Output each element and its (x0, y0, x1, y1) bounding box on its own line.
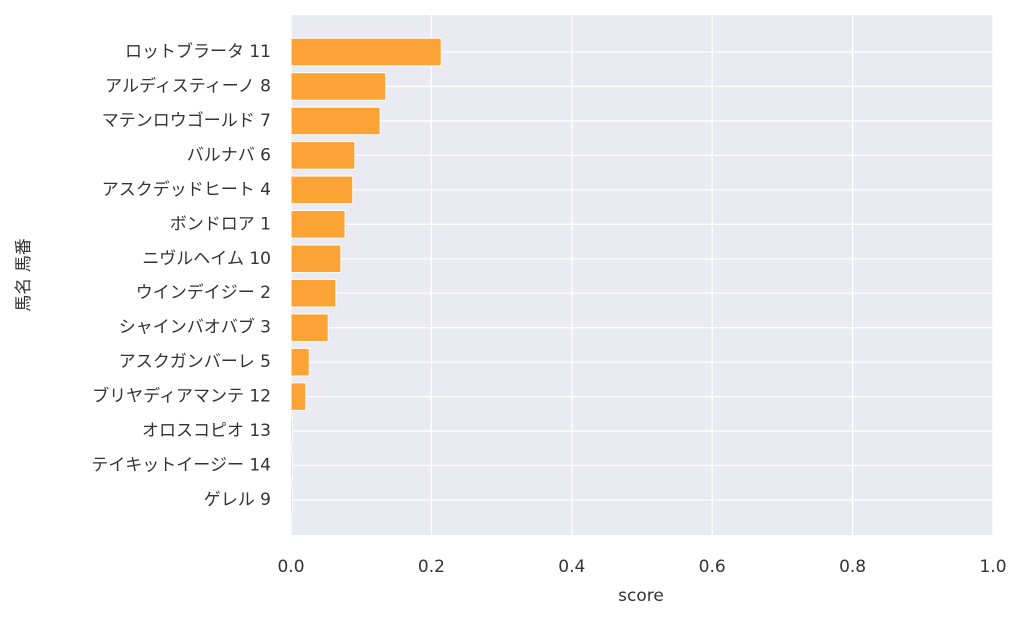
y-tick-label: オロスコピオ 13 (142, 421, 271, 441)
x-axis-label: score (618, 586, 664, 606)
x-tick-label: 0.4 (558, 557, 585, 577)
bar (290, 313, 329, 342)
y-tick-label: アスクデッドヒート 4 (102, 179, 271, 200)
bar (290, 244, 342, 274)
y-tick-label: ブリヤディアマンテ 12 (92, 386, 271, 407)
x-tick-label: 0.8 (839, 557, 866, 577)
bar (290, 175, 354, 205)
y-tick-label: ゲレル 9 (204, 490, 271, 510)
y-axis-label: 馬名 馬番 (14, 238, 34, 311)
y-tick-label: テイキットイージー 14 (91, 456, 271, 476)
bar (290, 72, 387, 101)
bar (290, 485, 293, 515)
y-tick-label: ウインデイジー 2 (136, 282, 271, 303)
y-tick-label: ロットブラータ 11 (125, 41, 271, 62)
bar (290, 278, 337, 308)
x-tick-label: 0.0 (277, 557, 304, 577)
y-tick-label: アルディスティーノ 8 (105, 75, 271, 96)
plot-area (291, 15, 993, 535)
bar (290, 416, 293, 446)
y-tick-label: アスクガンバーレ 5 (119, 352, 271, 372)
bar (290, 347, 310, 377)
bar (290, 210, 346, 239)
bar (290, 451, 293, 480)
y-tick-label: ニヴルヘイム 10 (142, 249, 271, 269)
y-tick-label: ボンドロア 1 (170, 214, 271, 234)
bar (290, 141, 356, 170)
bar (290, 37, 442, 67)
x-tick-label: 0.2 (418, 557, 445, 577)
x-tick-label: 1.0 (979, 557, 1006, 577)
bar (290, 382, 307, 411)
y-tick-label: マテンロウゴールド 7 (102, 110, 271, 131)
bar (290, 106, 381, 136)
x-tick-label: 0.6 (699, 557, 726, 577)
y-tick-label: シャインバオバブ 3 (119, 317, 271, 338)
y-tick-label: バルナバ 6 (187, 145, 271, 165)
